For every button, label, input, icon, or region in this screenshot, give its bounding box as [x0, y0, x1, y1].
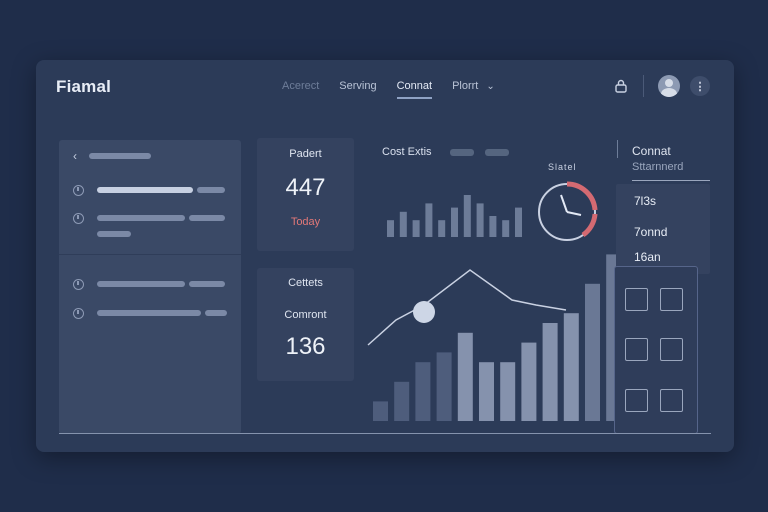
grid-panel — [614, 266, 698, 434]
back-chevron-icon[interactable]: ‹ — [73, 149, 77, 163]
small-bar[interactable] — [476, 203, 484, 237]
bar[interactable] — [585, 283, 600, 421]
chevron-down-icon[interactable]: ⌄ — [486, 80, 495, 92]
chart-baseline — [59, 433, 711, 434]
nav-item-connat[interactable]: Connat — [396, 80, 433, 99]
bar[interactable] — [542, 323, 558, 421]
small-bar[interactable] — [502, 220, 510, 237]
brand-logo: Fiamal — [56, 77, 112, 96]
bar[interactable] — [457, 332, 473, 421]
trend-line — [367, 269, 567, 346]
right-panel-list — [616, 184, 710, 274]
chart-legend-pill[interactable] — [450, 149, 474, 156]
sidebar-item-icon[interactable] — [73, 279, 84, 290]
list-item[interactable]: 7onnd — [634, 225, 668, 239]
sidebar-item-bar — [197, 187, 225, 193]
chart-title: Cost Extis — [382, 146, 432, 158]
right-panel-subtitle: Sttarnnerd — [632, 161, 684, 173]
top-nav: Acerect Serving Connat Plorrt ⌄ — [282, 80, 495, 99]
stat-card-comront[interactable]: Cettets Comront 136 — [257, 268, 354, 381]
small-bar[interactable] — [463, 195, 471, 237]
grid-tile[interactable] — [625, 288, 648, 311]
right-panel-underline — [632, 180, 710, 181]
bar[interactable] — [373, 401, 388, 421]
stat-card-padert[interactable]: Padert 447 Today — [257, 138, 354, 251]
gauge-icon — [538, 181, 598, 241]
sidebar-item-bar — [97, 231, 131, 237]
right-panel-title: Connat — [632, 144, 671, 158]
small-bar[interactable] — [489, 216, 497, 237]
small-bar[interactable] — [515, 207, 522, 237]
list-item[interactable]: 7l3s — [634, 194, 657, 208]
small-bar[interactable] — [425, 203, 433, 237]
avatar[interactable] — [658, 75, 680, 97]
bar[interactable] — [394, 381, 410, 421]
header-actions: ⋮ — [613, 75, 710, 97]
small-bar[interactable] — [412, 220, 420, 237]
small-bar[interactable] — [387, 220, 394, 237]
sidebar-item-bar — [189, 215, 225, 221]
bar[interactable] — [563, 313, 579, 421]
chart-legend-pill[interactable] — [485, 149, 509, 156]
bar[interactable] — [479, 362, 494, 421]
sidebar-item-icon[interactable] — [73, 185, 84, 196]
sidebar-item-icon[interactable] — [73, 308, 84, 319]
nav-item-acerect[interactable]: Acerect — [282, 80, 320, 92]
sidebar: ‹ — [59, 140, 241, 434]
sidebar-item-bar[interactable] — [97, 215, 185, 221]
grid-tile[interactable] — [625, 338, 648, 361]
stat-card-sublabel: Comront — [284, 309, 327, 321]
stat-card-label: Cettets — [288, 277, 323, 289]
gauge-label: Slatel — [548, 162, 577, 172]
small-bar-chart — [387, 195, 522, 237]
nav-item-serving[interactable]: Serving — [339, 80, 377, 92]
sidebar-divider — [59, 254, 241, 255]
sidebar-item-bar — [205, 310, 227, 316]
grid-tile[interactable] — [660, 389, 683, 412]
main-bar-chart — [373, 254, 622, 421]
list-item[interactable]: 16an — [634, 250, 661, 264]
sidebar-item-bar[interactable] — [97, 310, 201, 316]
bar[interactable] — [500, 362, 516, 421]
right-panel-divider — [617, 140, 618, 158]
grid-tile[interactable] — [660, 288, 683, 311]
sidebar-header-placeholder — [89, 153, 151, 159]
stat-card-label: Padert — [289, 148, 322, 160]
stat-card-value: 447 — [285, 174, 326, 201]
sidebar-item-bar[interactable] — [97, 281, 185, 287]
trend-point-highlight — [413, 301, 435, 323]
small-bar[interactable] — [399, 211, 407, 237]
grid-tile[interactable] — [625, 389, 648, 412]
nav-item-plorrt[interactable]: Plorrt — [452, 80, 479, 92]
sidebar-item-bar[interactable] — [97, 187, 193, 193]
bar[interactable] — [521, 342, 537, 421]
more-options-icon[interactable]: ⋮ — [690, 76, 710, 96]
bar[interactable] — [415, 362, 431, 421]
lock-icon[interactable] — [613, 78, 629, 94]
stat-card-value: 136 — [285, 333, 326, 360]
dashboard-window: Fiamal Acerect Serving Connat Plorrt ⌄ ⋮… — [36, 60, 734, 452]
small-bar[interactable] — [438, 220, 446, 237]
sidebar-item-bar — [189, 281, 225, 287]
bar[interactable] — [436, 352, 452, 421]
grid-tile[interactable] — [660, 338, 683, 361]
header-divider — [643, 75, 644, 97]
small-bar[interactable] — [451, 207, 458, 237]
stat-card-note: Today — [290, 216, 321, 228]
sidebar-item-icon[interactable] — [73, 213, 84, 224]
